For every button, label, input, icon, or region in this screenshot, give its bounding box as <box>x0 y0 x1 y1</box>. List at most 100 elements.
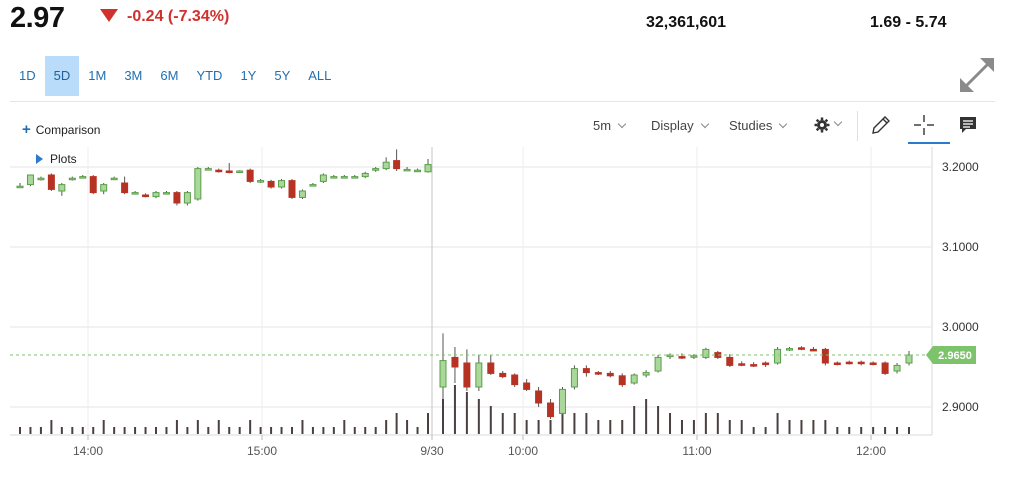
volume-bar <box>692 420 695 434</box>
candle-body <box>414 169 422 173</box>
candle-body <box>750 364 758 367</box>
display-dropdown[interactable]: Display <box>651 118 709 133</box>
candle-body <box>594 372 602 375</box>
candle-body <box>16 185 24 189</box>
volume-bar <box>395 413 398 434</box>
volume-bar <box>291 427 293 434</box>
volume-bar <box>301 420 304 434</box>
volume-bar <box>752 427 755 434</box>
expand-arrows-icon[interactable] <box>958 56 996 94</box>
range-1d[interactable]: 1D <box>19 68 36 83</box>
price-change: -0.24 (-7.34%) <box>127 8 230 25</box>
volume-bar <box>453 385 456 434</box>
volume-value: 32,361,601 <box>646 14 727 31</box>
x-tick-label: 10:00 <box>508 444 538 458</box>
candle-body <box>79 176 87 179</box>
volume-bar <box>270 427 273 434</box>
range-all[interactable]: ALL <box>308 68 332 83</box>
toolbar-divider <box>857 111 858 141</box>
volume-bar <box>824 420 827 434</box>
y-tick-label: 2.9000 <box>942 400 979 414</box>
volume-bar <box>788 420 791 434</box>
candle-body <box>774 348 782 364</box>
volume-bar <box>501 413 504 434</box>
candle-body <box>511 374 519 386</box>
volume-bar <box>427 413 429 434</box>
volume-bar <box>39 427 42 434</box>
candle-body <box>361 172 369 178</box>
volume-bar <box>573 413 576 434</box>
candle-body <box>68 177 76 181</box>
candle-body <box>821 348 829 364</box>
chevron-down-icon <box>700 119 709 129</box>
candle-body <box>37 177 45 181</box>
candle-body <box>403 168 411 172</box>
candle-body <box>606 372 614 377</box>
volume-bar <box>740 420 743 434</box>
range-5d[interactable]: 5D <box>44 56 80 96</box>
interval-label: 5m <box>593 118 612 133</box>
header-divider <box>10 101 995 102</box>
candle-body <box>267 180 275 188</box>
range-5y[interactable]: 5Y <box>274 68 291 83</box>
candle-body <box>869 362 877 365</box>
settings-dropdown[interactable] <box>814 116 843 133</box>
candle-body <box>630 374 638 384</box>
candle-body <box>121 182 129 194</box>
candle-body <box>702 348 710 358</box>
volume-bar <box>657 406 660 434</box>
volume-bar <box>513 413 516 434</box>
studies-dropdown[interactable]: Studies <box>729 118 788 133</box>
range-1m[interactable]: 1M <box>88 68 107 83</box>
comment-icon[interactable] <box>955 112 981 138</box>
volume-bar <box>29 427 32 434</box>
volume-bar <box>343 420 346 434</box>
volume-bar <box>525 420 528 434</box>
chevron-down-icon <box>617 119 627 129</box>
crosshair-icon[interactable] <box>911 112 937 138</box>
range-3m[interactable]: 3M <box>124 68 143 83</box>
range-ytd[interactable]: YTD <box>196 68 223 83</box>
candle-body <box>372 168 380 171</box>
candle-body <box>26 174 34 186</box>
volume-bar <box>728 420 731 434</box>
day-range-value: 1.69 - 5.74 <box>870 14 947 31</box>
volume-bar <box>872 427 875 434</box>
volume-bar <box>113 427 116 434</box>
volume-bar <box>800 420 803 434</box>
gear-icon <box>814 117 830 133</box>
interval-dropdown[interactable]: 5m <box>593 118 627 133</box>
price-chart[interactable]: 3.2000 3.1000 3.0000 2.9000 14:00 15:00 9/30 10… <box>0 145 1024 465</box>
volume-bar <box>465 392 468 434</box>
candle-body <box>786 348 794 351</box>
range-6m[interactable]: 6M <box>160 68 179 83</box>
volume-bar <box>280 427 283 434</box>
candle-body <box>809 348 817 352</box>
range-1y[interactable]: 1Y <box>240 68 257 83</box>
candle-body <box>654 356 662 372</box>
volume-bar <box>680 420 683 434</box>
candle-body <box>152 192 160 198</box>
crosshair-active-indicator <box>908 142 950 144</box>
candle-body <box>183 192 191 204</box>
candle-body <box>797 347 805 350</box>
comparison-button[interactable]: + Comparison <box>22 121 100 138</box>
plots-toggle[interactable]: Plots <box>36 152 77 166</box>
volume-bar <box>549 420 552 434</box>
pencil-icon[interactable] <box>868 112 894 138</box>
volume-bar <box>645 399 648 434</box>
candle-body <box>558 388 566 414</box>
candle-body <box>487 362 495 374</box>
volume-bar <box>311 427 314 434</box>
volume-bar <box>896 427 899 434</box>
plots-label: Plots <box>50 152 77 166</box>
candle-body <box>351 176 359 179</box>
candle-body <box>330 176 338 179</box>
volume-bar <box>155 427 157 434</box>
volume-bar <box>848 427 851 434</box>
y-tick-label: 3.1000 <box>942 240 979 254</box>
volume-bar <box>217 420 220 434</box>
volume-bar <box>621 420 624 434</box>
display-label: Display <box>651 118 694 133</box>
volume-bar <box>81 427 84 434</box>
